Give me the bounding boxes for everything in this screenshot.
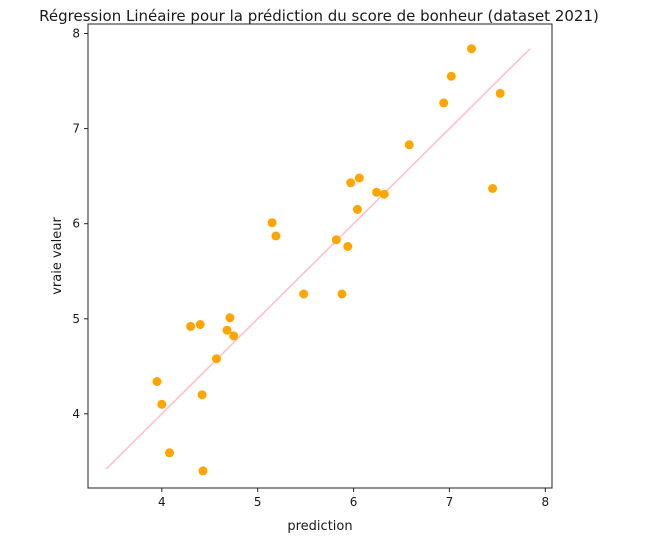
data-point	[212, 354, 221, 364]
data-point	[352, 204, 362, 214]
y-tick-label: 5	[72, 312, 80, 326]
data-point	[225, 313, 235, 323]
data-point	[186, 321, 196, 331]
x-axis: 4 5 6 7 8	[158, 488, 549, 509]
x-tick-label: 5	[254, 495, 262, 509]
x-tick-label: 6	[350, 495, 358, 509]
data-point	[271, 231, 281, 241]
y-axis: 4 5 6 7 8	[72, 27, 88, 421]
data-point	[195, 320, 205, 329]
data-point	[267, 218, 277, 228]
data-point	[346, 178, 356, 188]
data-point	[354, 173, 364, 183]
data-point	[337, 289, 347, 299]
data-point	[404, 140, 414, 150]
data-point	[165, 448, 174, 458]
data-point	[152, 377, 162, 386]
data-point	[299, 289, 309, 299]
plot-frame	[87, 23, 553, 489]
chart-title: Régression Linéaire pour la prédiction d…	[39, 7, 599, 25]
data-point	[372, 187, 382, 197]
data-point	[439, 98, 449, 108]
data-point	[446, 71, 456, 81]
plot-area	[105, 44, 531, 476]
data-point	[488, 184, 498, 193]
data-point	[229, 331, 239, 341]
x-tick-label: 8	[541, 495, 549, 509]
data-point	[343, 242, 353, 251]
x-axis-label: prediction	[287, 519, 352, 534]
data-point	[331, 235, 341, 245]
y-tick-label: 7	[72, 122, 80, 136]
data-point	[198, 466, 208, 476]
data-point	[197, 390, 207, 400]
x-tick-label: 4	[158, 495, 166, 509]
data-point	[157, 399, 167, 409]
y-tick-label: 6	[72, 217, 80, 231]
x-tick-label: 7	[446, 495, 454, 509]
data-point	[222, 325, 232, 335]
data-point	[495, 88, 505, 98]
y-axis-label: vraie valeur	[50, 217, 65, 295]
data-point	[379, 189, 389, 199]
y-tick-label: 4	[72, 407, 80, 421]
regression-line	[105, 48, 531, 470]
y-tick-label: 8	[72, 27, 80, 41]
data-point	[467, 44, 476, 54]
